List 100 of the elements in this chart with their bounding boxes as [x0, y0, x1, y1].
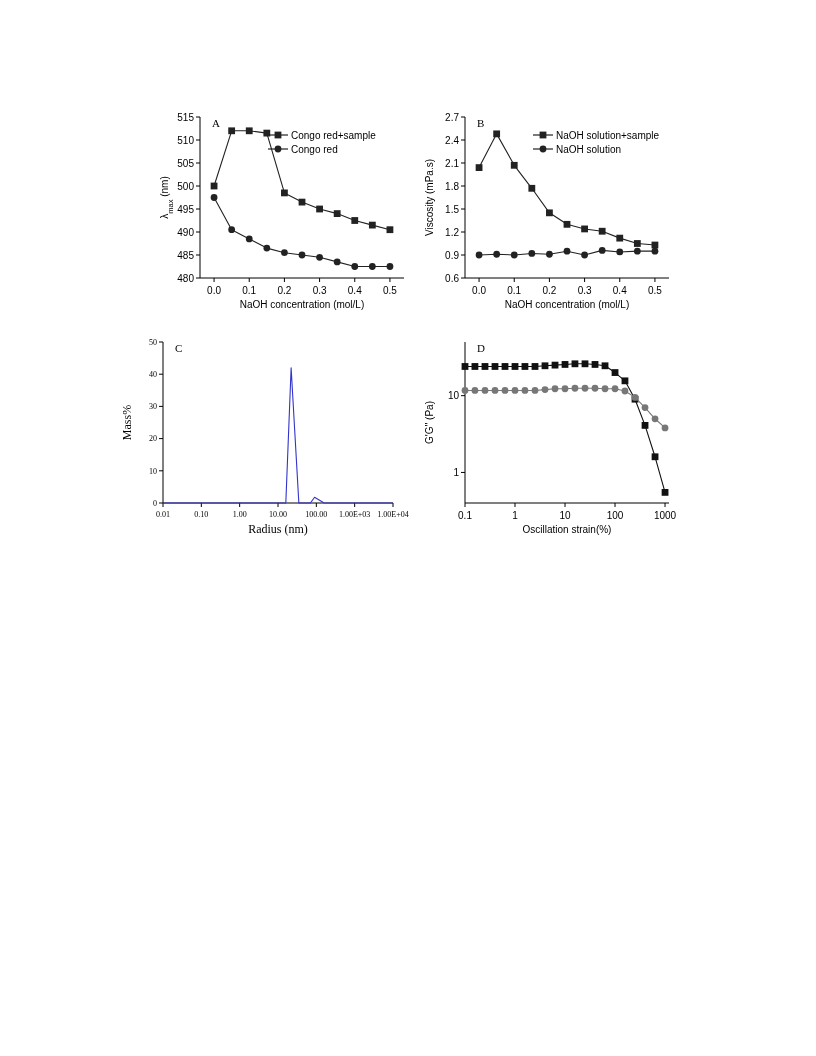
point	[511, 363, 519, 370]
x-tick-label: 0.4	[612, 285, 628, 296]
y-tick-label: 505	[177, 157, 195, 169]
point	[531, 387, 539, 394]
point	[471, 387, 479, 394]
x-axis-title: NaOH concentration (mol/L)	[504, 299, 630, 310]
point	[511, 387, 519, 394]
point	[501, 363, 509, 370]
x-tick-label: 1	[512, 510, 519, 521]
point	[461, 363, 469, 370]
x-tick-label: 0.0	[472, 285, 487, 296]
point	[333, 258, 341, 266]
point	[521, 363, 529, 370]
point	[611, 385, 619, 393]
point	[491, 387, 499, 394]
x-tick-label: 0.1	[458, 510, 473, 521]
point	[333, 210, 341, 217]
x-tick-label: 0.01	[156, 510, 170, 519]
x-tick-label: 100.00	[305, 510, 328, 519]
y-tick-label: 495	[177, 203, 195, 215]
point	[281, 249, 288, 257]
point	[561, 361, 569, 368]
point	[210, 194, 218, 201]
point	[528, 184, 536, 192]
legend-label: Congo red	[291, 143, 338, 155]
point	[651, 415, 659, 423]
y-tick-label: 40	[149, 370, 157, 379]
point	[281, 189, 288, 197]
point	[493, 130, 501, 138]
y-tick-label: 50	[149, 337, 157, 347]
point	[481, 387, 489, 394]
point	[591, 384, 599, 392]
point	[351, 217, 359, 224]
point	[245, 235, 253, 243]
point	[541, 362, 549, 370]
legend-label: NaOH solution	[556, 143, 622, 155]
x-tick-label: 1.00E+04	[377, 510, 409, 519]
point	[581, 251, 588, 259]
y-tick-label: 20	[149, 434, 157, 444]
y-tick-label: 0.9	[445, 249, 460, 261]
point	[581, 360, 589, 368]
x-tick-label: 0.5	[382, 285, 398, 296]
point	[541, 386, 549, 393]
y-tick-label: 2.4	[445, 134, 460, 146]
y-tick-label: 485	[177, 249, 195, 261]
point	[571, 384, 579, 392]
y-axis-title: G'G'' (Pa)	[424, 401, 435, 444]
point	[386, 226, 394, 234]
point	[651, 247, 659, 255]
y-tick-label: 480	[177, 272, 195, 284]
x-tick-label: 0.10	[194, 510, 209, 519]
point	[571, 360, 579, 368]
y-tick-label: 10	[149, 466, 157, 476]
point	[546, 209, 553, 217]
y-tick-label: 490	[177, 226, 195, 238]
point	[561, 385, 569, 393]
point	[531, 363, 539, 370]
point	[651, 453, 659, 461]
x-axis-title: Radius (nm)	[248, 522, 308, 536]
point	[661, 424, 669, 432]
chart-title: D	[477, 342, 485, 354]
x-tick-label: 0.3	[577, 285, 592, 296]
point	[245, 127, 253, 135]
point	[621, 387, 629, 395]
x-tick-label: 0.0	[207, 285, 222, 296]
point	[351, 263, 359, 270]
point	[598, 247, 606, 254]
x-tick-label: 100	[606, 510, 624, 521]
legend-label: Congo red+sample	[291, 129, 377, 141]
point	[528, 250, 536, 257]
point	[601, 362, 609, 370]
point	[521, 387, 529, 394]
x-tick-label: 10	[559, 510, 572, 521]
point	[316, 253, 323, 261]
point	[563, 220, 571, 228]
point	[475, 251, 483, 259]
point	[633, 240, 641, 247]
point	[316, 205, 323, 213]
point	[368, 263, 376, 270]
point	[616, 234, 624, 242]
point	[661, 488, 669, 496]
point	[611, 369, 619, 376]
point	[616, 248, 624, 256]
point	[228, 226, 236, 234]
point	[263, 244, 271, 252]
point	[598, 227, 606, 235]
point	[475, 164, 483, 171]
chart-title: A	[212, 117, 220, 129]
point	[510, 251, 518, 259]
point	[368, 221, 376, 229]
point	[386, 263, 394, 270]
y-tick-label: 10	[447, 390, 460, 402]
y-axis-title: Viscosity (mPa.s)	[424, 158, 435, 237]
legend-label: NaOH solution+sample	[556, 129, 660, 141]
x-tick-label: 0.4	[347, 285, 363, 296]
point	[491, 363, 499, 370]
point	[298, 198, 306, 206]
x-tick-label: 0.2	[277, 285, 292, 296]
y-tick-label: 1.2	[445, 226, 460, 238]
point	[601, 385, 609, 393]
